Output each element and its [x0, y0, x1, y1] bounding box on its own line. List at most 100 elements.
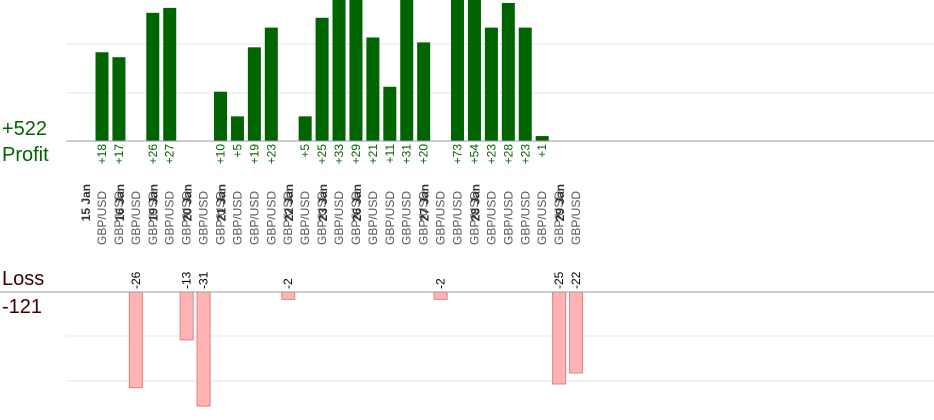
loss-bar	[569, 291, 584, 374]
loss-total: -121	[2, 296, 43, 318]
profit-bar	[501, 2, 515, 141]
pair-label: GBP/USD	[298, 191, 312, 245]
profit-bar	[332, 0, 346, 141]
pair-label: GBP/USD	[230, 191, 244, 245]
profit-value-label: +73	[451, 144, 465, 165]
pair-label: GBP/USD	[264, 191, 278, 245]
date-label: 21 Jan	[214, 184, 228, 221]
pair-label: GBP/USD	[180, 191, 194, 245]
pair-label: GBP/USD	[467, 191, 481, 245]
loss-bar	[179, 291, 194, 341]
profit-total: +522	[2, 118, 48, 140]
date-label: 29 Jan	[553, 184, 567, 221]
profit-value-label: +10	[214, 144, 228, 165]
date-label: 26 Jan	[350, 184, 364, 221]
loss-bar	[281, 291, 296, 300]
pair-label: GBP/USD	[484, 191, 498, 245]
pair-label: GBP/USD	[518, 191, 532, 245]
profit-value-label: +5	[230, 144, 244, 158]
profit-value-label: +27	[163, 144, 177, 165]
pair-label: GBP/USD	[214, 191, 228, 245]
pair-label: GBP/USD	[95, 191, 109, 245]
pair-label: GBP/USD	[247, 191, 261, 245]
profit-bar	[95, 52, 109, 142]
profit-value-label: +18	[95, 144, 109, 165]
date-label: 22 Jan	[282, 184, 296, 221]
profit-bar	[315, 17, 329, 141]
pair-label: GBP/USD	[332, 191, 346, 245]
profit-bar	[467, 0, 481, 141]
profit-bar	[383, 86, 397, 141]
pair-label: GBP/USD	[434, 191, 448, 245]
profit-bar	[163, 7, 177, 142]
profit-value-label: +11	[383, 144, 397, 164]
profit-value-label: +23	[484, 144, 498, 165]
profit-bar	[451, 0, 465, 141]
pair-label: GBP/USD	[366, 191, 380, 245]
pair-label: GBP/USD	[129, 191, 143, 245]
pair-label: GBP/USD	[535, 191, 549, 245]
loss-value-label: -25	[552, 271, 566, 289]
pair-label: GBP/USD	[112, 191, 126, 245]
date-label: 28 Jan	[468, 184, 482, 221]
profit-bar	[349, 0, 363, 141]
profit-bar	[112, 57, 126, 141]
loss-bar	[196, 291, 211, 407]
profit-value-label: +23	[518, 144, 532, 165]
loss-bar	[128, 291, 143, 389]
pair-label: GBP/USD	[383, 191, 397, 245]
date-label: 19 Jan	[147, 184, 161, 221]
date-label: 20 Jan	[181, 184, 195, 221]
profit-label: Profit	[2, 144, 49, 166]
pair-label: GBP/USD	[569, 191, 583, 245]
pair-label: GBP/USD	[417, 191, 431, 245]
profit-bar	[247, 47, 261, 141]
date-label: 27 Jan	[418, 184, 432, 221]
profit-value-label: +20	[417, 144, 431, 165]
profit-bar	[298, 116, 312, 141]
profit-value-label: +5	[298, 144, 312, 158]
pair-label: GBP/USD	[281, 191, 295, 245]
pair-label: GBP/USD	[400, 191, 414, 245]
profit-value-label: +19	[247, 144, 261, 165]
profit-value-label: +29	[349, 144, 363, 165]
profit-value-label: +1	[535, 144, 549, 158]
profit-bar	[535, 136, 549, 141]
date-label: 16 Jan	[113, 184, 127, 221]
profit-value-label: +23	[264, 144, 278, 165]
profit-bar	[230, 116, 244, 141]
date-label: 23 Jan	[316, 184, 330, 221]
loss-value-label: -22	[569, 271, 583, 289]
loss-bar	[433, 291, 448, 300]
profit-value-label: +21	[366, 144, 380, 165]
profit-bar	[417, 42, 431, 141]
pair-label: GBP/USD	[146, 191, 160, 245]
pair-label: GBP/USD	[197, 191, 211, 245]
profit-value-label: +25	[315, 144, 329, 165]
pair-label: GBP/USD	[163, 191, 177, 245]
pair-label: GBP/USD	[501, 191, 515, 245]
pair-label: GBP/USD	[451, 191, 465, 245]
loss-value-label: -26	[129, 271, 143, 289]
loss-bar	[552, 291, 567, 385]
profit-bar	[484, 27, 498, 141]
loss-label: Loss	[2, 268, 45, 290]
profit-bar	[264, 27, 278, 141]
profit-value-label: +31	[400, 144, 414, 165]
profit-bar	[214, 91, 228, 141]
profit-value-label: +33	[332, 144, 346, 165]
profit-bar	[518, 27, 532, 141]
profit-value-label: +17	[112, 144, 126, 165]
profit-bar	[400, 0, 414, 141]
pair-label: GBP/USD	[552, 191, 566, 245]
profit-value-label: +26	[146, 144, 160, 165]
profit-bar	[366, 37, 380, 141]
profit-bar	[146, 12, 160, 141]
profit-value-label: +54	[467, 144, 481, 165]
date-label: 15 Jan	[79, 184, 93, 221]
pair-label: GBP/USD	[315, 191, 329, 245]
pair-label: GBP/USD	[349, 191, 363, 245]
loss-value-label: -13	[180, 271, 194, 289]
loss-value-label: -2	[434, 278, 448, 289]
